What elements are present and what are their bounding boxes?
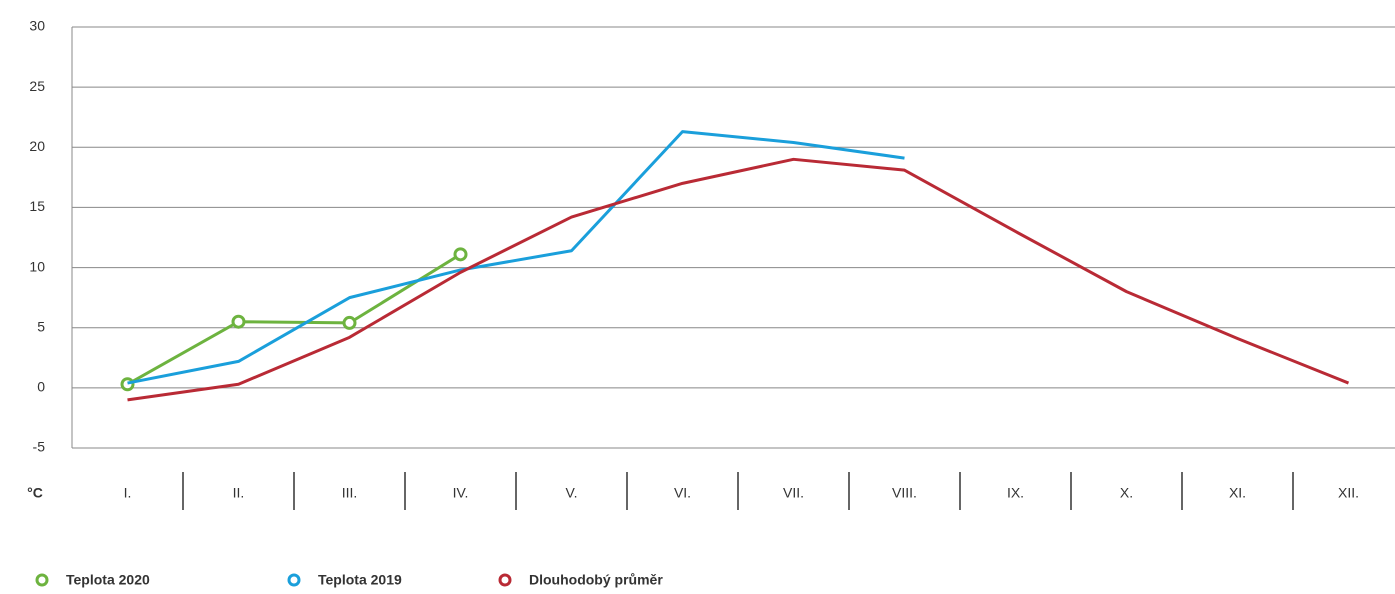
legend-label: Teplota 2020 bbox=[66, 572, 150, 588]
series-line bbox=[126, 253, 462, 386]
x-tick-label: IX. bbox=[1007, 485, 1024, 501]
y-tick-label: 0 bbox=[37, 379, 45, 395]
y-tick-label: 10 bbox=[29, 258, 45, 274]
legend-label: Dlouhodobý průměr bbox=[529, 572, 663, 588]
point-marker bbox=[453, 247, 468, 262]
y-tick-label: 5 bbox=[37, 318, 45, 334]
legend-marker bbox=[498, 573, 512, 587]
x-tick-label: XII. bbox=[1338, 485, 1359, 501]
x-tick-label: VII. bbox=[783, 485, 804, 501]
point-marker bbox=[342, 315, 357, 330]
legend-label: Teplota 2019 bbox=[318, 572, 402, 588]
y-tick-label: -5 bbox=[33, 439, 46, 455]
legend-marker bbox=[287, 573, 301, 587]
y-tick-label: 30 bbox=[29, 18, 45, 34]
y-unit: °C bbox=[27, 485, 43, 501]
x-tick-label: III. bbox=[342, 485, 358, 501]
x-tick-label: VIII. bbox=[892, 485, 917, 501]
series-line bbox=[127, 130, 905, 385]
series-line bbox=[127, 157, 1350, 402]
x-tick-label: V. bbox=[566, 485, 578, 501]
x-tick-label: II. bbox=[233, 485, 245, 501]
x-tick-label: X. bbox=[1120, 485, 1133, 501]
y-tick-label: 20 bbox=[29, 138, 45, 154]
y-tick-label: 15 bbox=[29, 198, 45, 214]
legend-marker bbox=[35, 573, 49, 587]
point-marker bbox=[120, 377, 135, 392]
x-tick-label: XI. bbox=[1229, 485, 1246, 501]
y-tick-label: 25 bbox=[29, 78, 45, 94]
point-marker bbox=[231, 314, 246, 329]
x-tick-label: I. bbox=[124, 485, 132, 501]
x-tick-label: IV. bbox=[453, 485, 469, 501]
x-tick-label: VI. bbox=[674, 485, 691, 501]
